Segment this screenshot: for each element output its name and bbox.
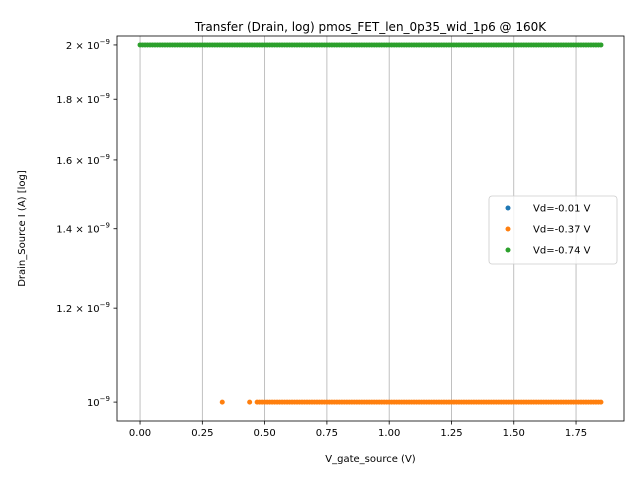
- y-tick-label: 10−9: [87, 395, 110, 409]
- y-tick-label: 1.4 × 10−9: [56, 222, 110, 236]
- x-tick-label: 0.75: [316, 428, 338, 439]
- x-tick-label: 0.25: [191, 428, 213, 439]
- series-group: [219, 399, 604, 405]
- y-axis-label: Drain_Source I (A) [log]: [17, 170, 28, 287]
- x-axis: 0.00 0.25 0.50 0.75 1.00 1.25 1.50 1.75: [129, 421, 587, 439]
- x-tick-label: 1.50: [503, 428, 525, 439]
- legend-marker: [505, 226, 511, 232]
- data-point: [247, 399, 253, 405]
- y-tick-label: 1.2 × 10−9: [56, 301, 110, 315]
- series-group: [137, 42, 604, 48]
- x-tick-label: 1.75: [565, 428, 587, 439]
- grid-lines: [139, 36, 577, 421]
- x-tick-label: 1.25: [440, 428, 462, 439]
- legend: Vd=-0.01 V Vd=-0.37 V Vd=-0.74 V: [488, 195, 618, 265]
- y-axis: 10−9 1.2 × 10−9 1.4 × 10−9 1.6 × 10−9 1.8 × …: [56, 38, 117, 409]
- data-point: [219, 399, 225, 405]
- data-point: [598, 399, 604, 405]
- x-tick-label: 0.00: [129, 428, 151, 439]
- data-series: [137, 42, 604, 405]
- x-axis-label: V_gate_source (V): [325, 454, 416, 465]
- legend-label: Vd=-0.01 V: [533, 204, 591, 215]
- y-tick-label: 1.6 × 10−9: [56, 153, 110, 167]
- legend-marker: [505, 247, 511, 253]
- x-tick-label: 1.00: [378, 428, 400, 439]
- y-tick-label: 2 × 10−9: [66, 38, 110, 52]
- legend-label: Vd=-0.37 V: [533, 225, 591, 236]
- data-point: [598, 42, 604, 48]
- legend-frame: [488, 195, 618, 265]
- chart-title: Transfer (Drain, log) pmos_FET_len_0p35_…: [194, 20, 547, 34]
- legend-label: Vd=-0.74 V: [533, 246, 591, 257]
- legend-marker: [505, 205, 511, 211]
- y-tick-label: 1.8 × 10−9: [56, 92, 110, 106]
- x-tick-label: 0.50: [253, 428, 275, 439]
